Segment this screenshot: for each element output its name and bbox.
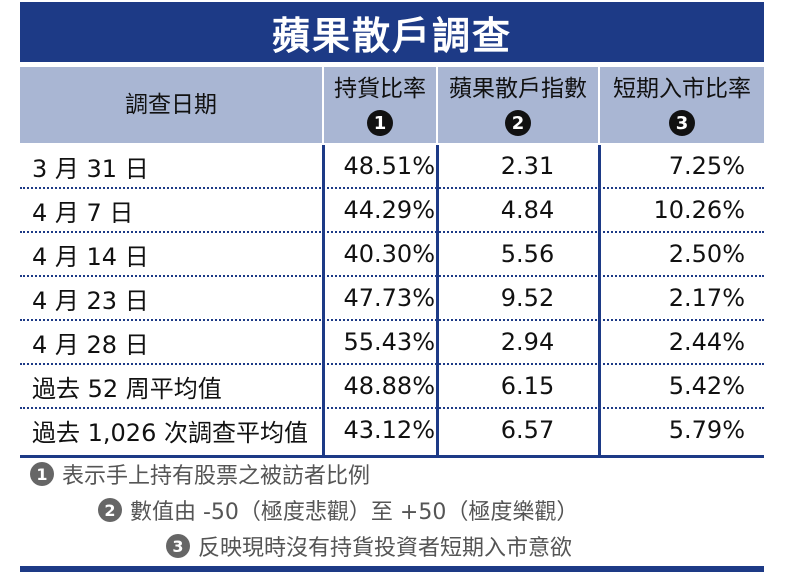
cell-index: 6.57 xyxy=(500,416,555,444)
cell-index: 4.84 xyxy=(500,196,555,224)
table-row: 3 月 31 日 48.51% 2.31 7.25% xyxy=(20,145,764,189)
note-number-3-icon: 3 xyxy=(669,110,695,136)
footnote-2: 2 數值由 -50（極度悲觀）至 +50（極度樂觀） xyxy=(98,494,578,526)
column-divider xyxy=(322,145,325,455)
cell-entry: 7.25% xyxy=(668,152,745,180)
row-divider xyxy=(20,363,764,365)
header-index: 蘋果散戶指數 2 xyxy=(438,67,598,143)
footnote-2-text: 數值由 -50（極度悲觀）至 +50（極度樂觀） xyxy=(130,500,579,525)
header-date: 調查日期 xyxy=(20,67,322,143)
cell-date: 4 月 28 日 xyxy=(32,330,149,359)
row-divider xyxy=(20,231,764,233)
cell-index: 5.56 xyxy=(500,240,555,268)
cell-date: 3 月 31 日 xyxy=(32,154,149,183)
cell-date: 過去 52 周平均值 xyxy=(32,374,222,403)
cell-holding: 48.51% xyxy=(343,152,435,180)
cell-entry: 2.50% xyxy=(668,240,745,268)
page-bottom-rule xyxy=(20,566,764,572)
cell-date: 4 月 7 日 xyxy=(32,198,134,227)
row-divider xyxy=(20,407,764,409)
header-index-label: 蘋果散戶指數 xyxy=(449,76,587,102)
table-row: 過去 52 周平均值 48.88% 6.15 5.42% xyxy=(20,365,764,409)
note-number-1-icon: 1 xyxy=(30,462,54,486)
cell-holding: 44.29% xyxy=(343,196,435,224)
table-row: 4 月 14 日 40.30% 5.56 2.50% xyxy=(20,233,764,277)
note-number-3-icon: 3 xyxy=(166,534,190,558)
table-header: 調查日期 持貨比率 1 蘋果散戶指數 2 短期入市比率 3 xyxy=(20,67,764,143)
cell-entry: 2.44% xyxy=(668,328,745,356)
cell-holding: 47.73% xyxy=(343,284,435,312)
header-divider xyxy=(322,67,324,143)
note-number-2-icon: 2 xyxy=(505,110,531,136)
cell-entry: 10.26% xyxy=(653,196,745,224)
header-holding-label: 持貨比率 xyxy=(334,76,426,102)
footnote-3: 3 反映現時沒有持貨投資者短期入市意欲 xyxy=(166,530,572,562)
cell-entry: 5.42% xyxy=(668,372,745,400)
cell-index: 2.31 xyxy=(500,152,555,180)
row-divider xyxy=(20,275,764,277)
header-entry-label: 短期入市比率 xyxy=(613,76,751,102)
footnote-1-text: 表示手上持有股票之被訪者比例 xyxy=(62,464,371,489)
table-title-text: 蘋果散戶調查 xyxy=(271,13,512,58)
cell-index: 2.94 xyxy=(500,328,555,356)
note-number-2-icon: 2 xyxy=(98,498,122,522)
cell-entry: 2.17% xyxy=(668,284,745,312)
cell-date: 4 月 14 日 xyxy=(32,242,149,271)
header-date-label: 調查日期 xyxy=(125,92,217,118)
table-row: 4 月 23 日 47.73% 9.52 2.17% xyxy=(20,277,764,321)
header-entry: 短期入市比率 3 xyxy=(600,67,764,143)
row-divider xyxy=(20,319,764,321)
table-row: 4 月 7 日 44.29% 4.84 10.26% xyxy=(20,189,764,233)
cell-holding: 40.30% xyxy=(343,240,435,268)
cell-entry: 5.79% xyxy=(668,416,745,444)
footnote-3-text: 反映現時沒有持貨投資者短期入市意欲 xyxy=(198,536,573,561)
cell-date: 4 月 23 日 xyxy=(32,286,149,315)
row-divider xyxy=(20,187,764,189)
table-bottom-rule xyxy=(20,455,764,458)
note-number-1-icon: 1 xyxy=(367,110,393,136)
cell-holding: 48.88% xyxy=(343,372,435,400)
table-body: 3 月 31 日 48.51% 2.31 7.25% 4 月 7 日 44.29… xyxy=(20,145,764,455)
table-title: 蘋果散戶調查 xyxy=(20,2,764,62)
cell-holding: 43.12% xyxy=(343,416,435,444)
column-divider xyxy=(436,145,439,455)
table-row: 過去 1,026 次調查平均值 43.12% 6.57 5.79% xyxy=(20,409,764,453)
footnote-1: 1 表示手上持有股票之被訪者比例 xyxy=(30,458,370,490)
column-divider xyxy=(598,145,601,455)
cell-date: 過去 1,026 次調查平均值 xyxy=(32,418,308,447)
header-holding: 持貨比率 1 xyxy=(324,67,436,143)
cell-index: 6.15 xyxy=(500,372,555,400)
cell-index: 9.52 xyxy=(500,284,555,312)
table-row: 4 月 28 日 55.43% 2.94 2.44% xyxy=(20,321,764,365)
cell-holding: 55.43% xyxy=(343,328,435,356)
header-divider xyxy=(436,67,438,143)
header-divider xyxy=(598,67,600,143)
